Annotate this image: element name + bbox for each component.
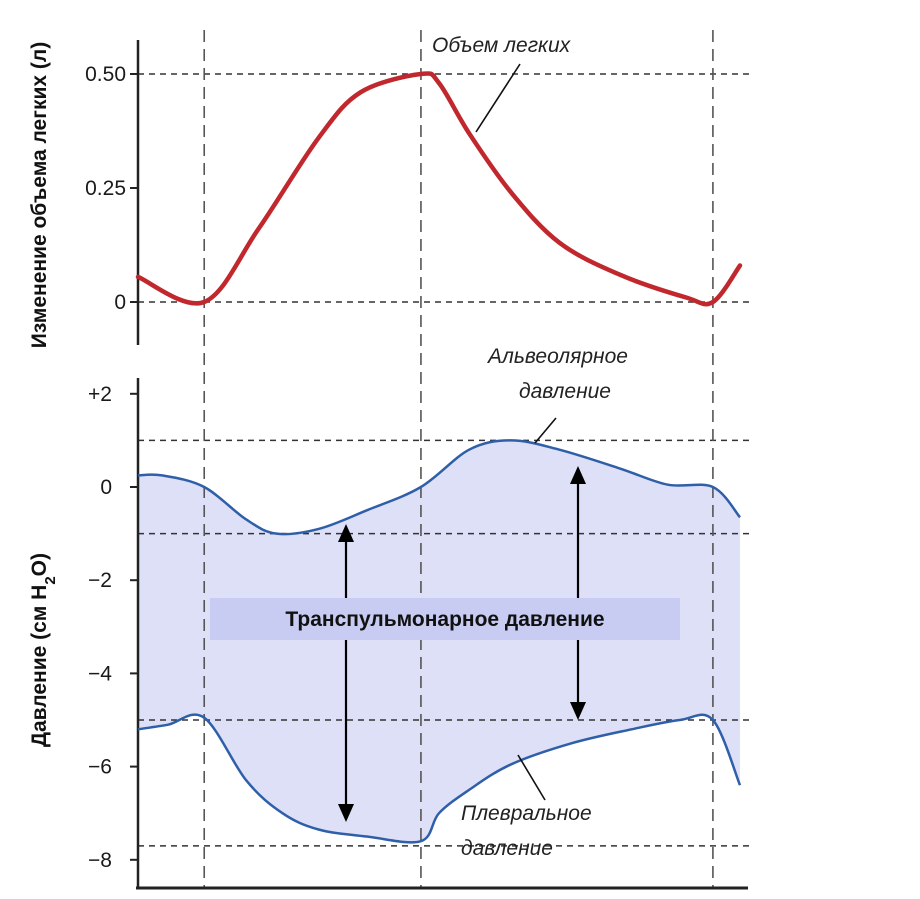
volume-tick-label-1: 0.25	[85, 177, 126, 200]
lung-volume-leader	[475, 63, 521, 133]
alveolar-pressure-label-line2: давление	[519, 380, 611, 403]
pressure-tick-label-3: −4	[88, 662, 112, 685]
volume-y-ticks: 0.50 0.25 0	[85, 63, 138, 314]
pleural-pressure-curve	[137, 713, 742, 844]
pressure-tick-label-5: −8	[88, 849, 112, 872]
transpulmonary-banner-label: Транспульмонарное давление	[285, 608, 604, 631]
pressure-y-ticks: +2 0 −2 −4 −6 −8	[88, 383, 138, 872]
pressure-y-axis-title: Давление (см H2O)	[28, 553, 59, 747]
pressure-tick-label-4: −6	[88, 756, 112, 779]
lung-volume-curve	[135, 71, 743, 307]
transpulmonary-arrow-left	[338, 524, 354, 822]
pressure-tick-label-0: +2	[88, 383, 112, 406]
pressure-tick-label-1: 0	[100, 476, 112, 499]
pleural-pressure-leader	[517, 754, 546, 801]
alveolar-pressure-leader	[534, 417, 557, 444]
pressure-reference-lines	[138, 439, 752, 847]
transpulmonary-fill-area	[138, 440, 740, 843]
volume-tick-label-2: 0	[114, 291, 126, 314]
volume-tick-label-0: 0.50	[85, 63, 126, 86]
transpulmonary-arrow-right	[570, 466, 586, 720]
lung-volume-label: Объем легких	[432, 34, 572, 57]
alveolar-pressure-curve	[137, 439, 741, 536]
alveolar-pressure-label-line1: Альвеолярное	[486, 345, 628, 368]
volume-y-axis-title: Изменение объема легких (л)	[28, 42, 51, 348]
pleural-pressure-label-line2: давление	[461, 837, 553, 860]
pleural-pressure-label-line1: Плевральное	[461, 802, 592, 825]
pressure-tick-label-2: −2	[88, 569, 112, 592]
volume-reference-lines	[138, 73, 752, 303]
transpulmonary-banner-bg	[210, 598, 680, 640]
phase-divider-lines	[203, 30, 714, 888]
